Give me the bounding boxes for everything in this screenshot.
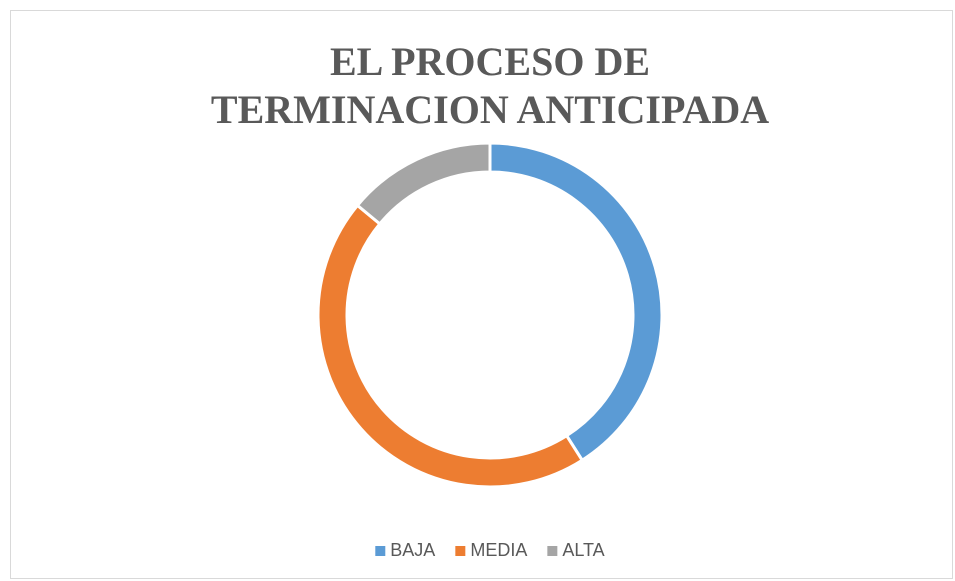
legend-label: ALTA (562, 540, 604, 560)
chart-frame (10, 10, 953, 579)
donut-segment (355, 141, 492, 226)
legend-label: MEDIA (470, 540, 527, 560)
legend-swatch (455, 546, 466, 556)
donut-segment (316, 203, 585, 489)
legend-swatch (547, 546, 558, 556)
legend-label: BAJA (390, 540, 435, 560)
chart-title: EL PROCESO DE TERMINACION ANTICIPADA (210, 39, 770, 132)
donut-segment (488, 141, 664, 463)
legend-swatch (375, 546, 386, 556)
